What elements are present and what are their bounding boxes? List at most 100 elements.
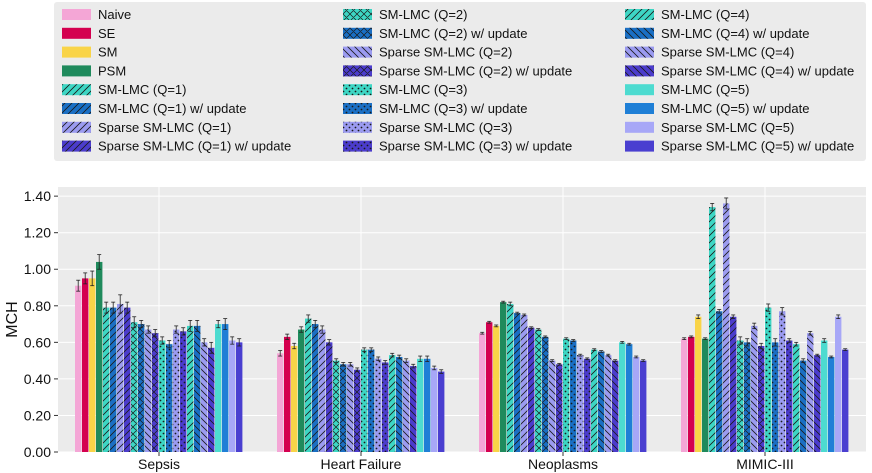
- error-bar: [703, 337, 708, 341]
- error-bar: [439, 369, 444, 374]
- error-bar: [362, 347, 367, 352]
- error-bar: [111, 301, 116, 314]
- error-bar: [745, 338, 750, 347]
- bar: [222, 324, 229, 452]
- error-bar: [146, 325, 151, 334]
- error-bar: [278, 350, 283, 357]
- bar-hatch: [744, 342, 751, 452]
- legend-label: SM-LMC (Q=3) w/ update: [379, 101, 527, 116]
- legend-label: SM-LMC (Q=5) w/ update: [661, 101, 809, 116]
- error-bar: [578, 353, 583, 357]
- error-bar: [83, 272, 88, 285]
- legend-label: SM: [98, 45, 118, 60]
- error-bar: [195, 320, 200, 332]
- bar-hatch: [779, 311, 786, 452]
- legend-label: SM-LMC (Q=1): [98, 82, 186, 97]
- bar-hatch: [814, 355, 821, 452]
- error-bar: [801, 358, 806, 363]
- legend-entry: SE: [62, 26, 116, 41]
- bar-hatch: [612, 360, 619, 452]
- y-tick-label: 1.20: [24, 225, 51, 241]
- bar-hatch: [375, 358, 382, 452]
- y-tick-label: 0.40: [24, 371, 51, 387]
- error-bar: [390, 352, 395, 358]
- bar-hatch: [326, 342, 333, 452]
- legend-entry: Sparse SM-LMC (Q=1): [62, 120, 231, 135]
- legend-label: SE: [98, 26, 116, 41]
- bar-hatch: [793, 344, 800, 452]
- bar-hatch: [361, 349, 368, 452]
- error-bar: [404, 358, 409, 363]
- y-tick-label: 0.60: [24, 334, 51, 350]
- legend-swatch-hatch: [343, 84, 372, 96]
- bar-hatch: [758, 346, 765, 452]
- legend-swatch: [625, 140, 654, 152]
- legend-swatch-hatch: [343, 121, 372, 133]
- error-bar: [592, 348, 597, 351]
- error-bar: [369, 347, 374, 352]
- legend-label: SM-LMC (Q=1) w/ update: [98, 101, 246, 116]
- bar: [702, 338, 709, 452]
- bar: [688, 336, 695, 452]
- bar: [695, 316, 702, 452]
- bar-hatch: [152, 333, 159, 452]
- bar-hatch: [549, 360, 556, 452]
- bar-hatch: [124, 307, 131, 452]
- error-bar: [829, 355, 834, 359]
- legend-swatch-hatch: [625, 65, 654, 77]
- bar-hatch: [605, 355, 612, 452]
- legend-entry: SM-LMC (Q=2): [343, 7, 467, 22]
- bar-hatch: [507, 303, 514, 452]
- legend-swatch: [62, 46, 91, 58]
- legend-label: Sparse SM-LMC (Q=1): [98, 120, 231, 135]
- error-bar: [97, 254, 102, 270]
- bar-hatch: [340, 364, 347, 452]
- error-bar: [550, 359, 555, 362]
- bar-hatch: [389, 355, 396, 452]
- bar-hatch: [354, 369, 361, 452]
- legend-entry: SM-LMC (Q=4) w/ update: [625, 26, 809, 41]
- bar-hatch: [145, 329, 152, 452]
- error-bar: [480, 331, 485, 335]
- legend-entry: Naive: [62, 7, 131, 22]
- legend-swatch-hatch: [62, 84, 91, 96]
- bar: [277, 353, 284, 452]
- bar: [500, 302, 507, 452]
- error-bar: [641, 359, 646, 362]
- error-bar: [125, 301, 130, 314]
- error-bar: [139, 320, 144, 329]
- x-tick-label: Neoplasms: [528, 456, 598, 472]
- error-bar: [766, 303, 771, 312]
- bar-hatch: [319, 329, 326, 452]
- bar: [493, 325, 500, 452]
- bar-hatch: [542, 336, 549, 452]
- legend-entry: SM-LMC (Q=3) w/ update: [343, 101, 527, 116]
- legend-entry: SM: [62, 45, 118, 60]
- bar: [828, 356, 835, 452]
- x-tick-label: Heart Failure: [321, 456, 402, 472]
- bar: [821, 340, 828, 452]
- bar-hatch: [723, 203, 730, 452]
- error-bar: [237, 338, 242, 347]
- bar-hatch: [166, 344, 173, 452]
- error-bar: [209, 341, 214, 354]
- error-bar: [836, 314, 841, 319]
- bar-hatch: [556, 364, 563, 452]
- error-bar: [334, 358, 339, 363]
- legend-swatch: [625, 121, 654, 133]
- legend-entry: Sparse SM-LMC (Q=3) w/ update: [343, 139, 572, 154]
- legend-swatch: [625, 84, 654, 96]
- error-bar: [118, 294, 123, 314]
- legend-entry: SM-LMC (Q=2) w/ update: [343, 26, 527, 41]
- error-bar: [153, 329, 158, 338]
- bar: [89, 278, 96, 452]
- legend-entry: SM-LMC (Q=1) w/ update: [62, 101, 246, 116]
- bar-hatch: [730, 316, 737, 452]
- error-bar: [599, 350, 604, 353]
- bar-hatch: [103, 307, 110, 452]
- bar-hatch: [194, 325, 201, 452]
- legend-label: Sparse SM-LMC (Q=4): [661, 45, 794, 60]
- bar-hatch: [117, 303, 124, 452]
- legend: Naive SE SM PSM SM-LMC (Q=1) SM-LMC (Q=1) w/ …: [54, 2, 866, 161]
